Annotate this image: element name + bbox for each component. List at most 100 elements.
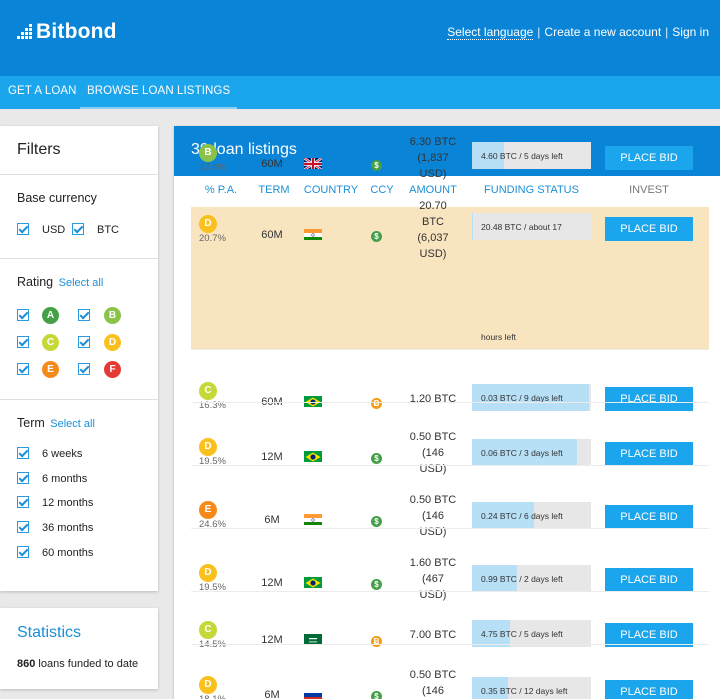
grade-f-badge: F	[104, 361, 121, 378]
term-select-all-link[interactable]: Select all	[50, 418, 95, 430]
rating-e-checkbox[interactable]	[17, 363, 29, 375]
funding-status-text: 0.06 BTC / 3 days left	[481, 448, 563, 458]
place-bid-button[interactable]: PLACE BID	[605, 623, 693, 647]
row-divider	[191, 644, 709, 645]
grade-badge: C	[199, 621, 217, 639]
btc-checkbox[interactable]	[72, 223, 84, 235]
grade-badge: D	[199, 215, 217, 233]
interest-rate: 16.3%	[199, 400, 226, 411]
place-bid-button[interactable]: PLACE BID	[605, 568, 693, 592]
rating-c-checkbox[interactable]	[17, 336, 29, 348]
top-header: Bitbond Select language | Create a new a…	[0, 0, 720, 76]
filters-title: Filters	[17, 141, 61, 158]
col-header-ccy[interactable]: CCY	[370, 184, 394, 196]
dollar-icon: $	[371, 579, 382, 590]
flag-saudi-icon	[304, 633, 322, 645]
grade-badge: D	[199, 676, 217, 694]
col-header-amount[interactable]: AMOUNT	[409, 184, 457, 196]
flag-india-icon	[304, 513, 322, 525]
funding-progress-bar: 4.60 BTC / 5 days left	[472, 142, 591, 169]
funding-progress-bar: 0.03 BTC / 9 days left	[472, 384, 591, 411]
tab-browse-loan-listings[interactable]: BROWSE LOAN LISTINGS	[80, 76, 238, 109]
term-60-months-checkbox[interactable]	[17, 546, 29, 558]
rating-b-checkbox[interactable]	[78, 309, 90, 321]
bitcoin-icon: Ƀ	[371, 636, 382, 647]
logo[interactable]: Bitbond	[17, 20, 117, 44]
base-currency-title: Base currency	[17, 191, 97, 205]
loans-funded-count: 860	[17, 658, 36, 670]
term-option-label: 6 months	[42, 473, 88, 485]
amount-line: USD)	[419, 589, 447, 601]
select-language-link[interactable]: Select language	[447, 25, 534, 40]
loan-term: 12M	[261, 634, 283, 646]
term-6-weeks-checkbox[interactable]	[17, 447, 29, 459]
amount-line: USD)	[419, 526, 447, 538]
amount-line: USD)	[419, 248, 447, 260]
col-header-pa[interactable]: % P.A.	[204, 184, 238, 196]
loan-listings-panel: 39 loan listings % P.A. TERM COUNTRY CCY…	[174, 126, 720, 699]
dollar-icon: $	[371, 516, 382, 527]
sign-in-link[interactable]: Sign in	[672, 25, 709, 39]
grade-a-badge: A	[42, 307, 59, 324]
loan-term: 6M	[264, 514, 280, 526]
funding-progress-bar: 0.35 BTC / 12 days left	[472, 677, 591, 699]
interest-rate: 18.1%	[199, 694, 226, 699]
amount-line: USD)	[419, 463, 447, 475]
row-divider	[191, 591, 709, 592]
divider	[0, 399, 158, 400]
grade-badge: D	[199, 438, 217, 456]
rating-a-checkbox[interactable]	[17, 309, 29, 321]
flag-india-icon	[304, 228, 322, 240]
row-divider	[191, 465, 709, 466]
funding-progress-fill	[472, 565, 517, 592]
col-header-country[interactable]: COUNTRY	[303, 184, 359, 196]
term-12-months-checkbox[interactable]	[17, 496, 29, 508]
funding-progress-fill	[472, 620, 510, 647]
interest-rate: 19.5%	[199, 456, 226, 467]
loans-funded-label: loans funded to date	[38, 658, 139, 670]
place-bid-button[interactable]: PLACE BID	[605, 505, 693, 529]
create-account-link[interactable]: Create a new account	[544, 25, 662, 39]
place-bid-button[interactable]: PLACE BID	[605, 387, 693, 411]
loan-amount: 6.30 BTC (1,837 USD)	[403, 134, 463, 182]
usd-checkbox[interactable]	[17, 223, 29, 235]
amount-line: (1,837	[417, 152, 449, 164]
row-divider	[191, 402, 709, 403]
flag-brazil-icon	[304, 576, 322, 588]
filters-panel: Filters Base currency USD BTC Rating Sel…	[0, 126, 158, 591]
place-bid-button[interactable]: PLACE BID	[605, 217, 693, 241]
col-header-funding-status[interactable]: FUNDING STATUS	[484, 184, 579, 196]
term-36-months-checkbox[interactable]	[17, 521, 29, 533]
rating-d-checkbox[interactable]	[78, 336, 90, 348]
funding-status-text: 0.03 BTC / 9 days left	[481, 393, 563, 403]
place-bid-button[interactable]: PLACE BID	[605, 680, 693, 699]
rating-select-all-link[interactable]: Select all	[58, 277, 104, 289]
term-option-label: 12 months	[42, 497, 94, 509]
grade-c-badge: C	[42, 334, 59, 351]
place-bid-button[interactable]: PLACE BID	[605, 146, 693, 170]
funding-progress-bar: 0.24 BTC / 6 days left	[472, 502, 591, 529]
term-6-months-checkbox[interactable]	[17, 472, 29, 484]
place-bid-button[interactable]: PLACE BID	[605, 442, 693, 466]
brand-name: Bitbond	[36, 20, 117, 43]
rating-label: Rating	[17, 275, 54, 289]
dollar-icon: $	[371, 160, 382, 171]
funding-progress-fill	[472, 439, 577, 466]
amount-line: (146	[421, 510, 445, 522]
tab-get-a-loan[interactable]: GET A LOAN	[8, 85, 77, 97]
interest-rate: 20.7%	[199, 233, 226, 244]
grade-badge: B	[199, 144, 217, 162]
interest-rate: 24.6%	[199, 519, 226, 530]
dollar-icon: $	[371, 231, 382, 242]
amount-line: (146	[421, 447, 445, 459]
col-header-term[interactable]: TERM	[258, 184, 290, 196]
loan-amount: 7.00 BTC	[403, 627, 463, 643]
loan-amount: 20.70 BTC (6,037 USD)	[403, 198, 463, 262]
row-divider	[191, 528, 709, 529]
flag-russia-icon	[304, 688, 322, 699]
funding-progress-bar: 0.06 BTC / 3 days left	[472, 439, 591, 466]
rating-f-checkbox[interactable]	[78, 363, 90, 375]
